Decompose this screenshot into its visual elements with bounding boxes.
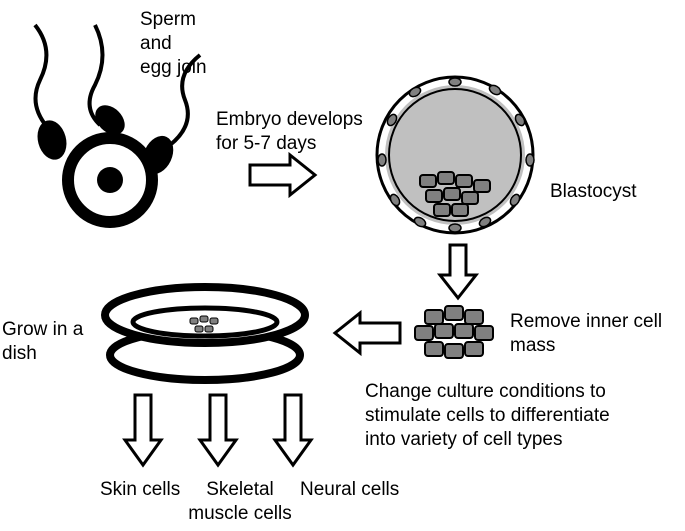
label-blastocyst: Blastocyst [550,180,637,204]
arrow-to-neural [275,395,311,465]
label-sperm-egg: Spermandegg join [140,8,260,79]
label-grow: Grow in a dish [2,318,112,366]
label-remove: Remove inner cellmass [510,310,685,358]
blastocyst-graphic [377,77,534,233]
inner-cell-mass-graphic [415,306,493,358]
arrow-to-blastocyst [250,155,315,195]
label-neural: Neural cells [300,478,399,502]
label-skeletal: Skeletalmuscle cells [185,478,295,526]
label-skin: Skin cells [100,478,180,502]
label-change: Change culture conditions tostimulate ce… [365,380,665,451]
arrow-to-skeletal [200,395,236,465]
petri-dish-graphic [105,287,305,380]
arrow-to-inner-mass [440,245,476,298]
arrow-to-skin [125,395,161,465]
label-embryo: Embryo developsfor 5-7 days [216,108,396,156]
arrow-to-dish [335,313,400,353]
